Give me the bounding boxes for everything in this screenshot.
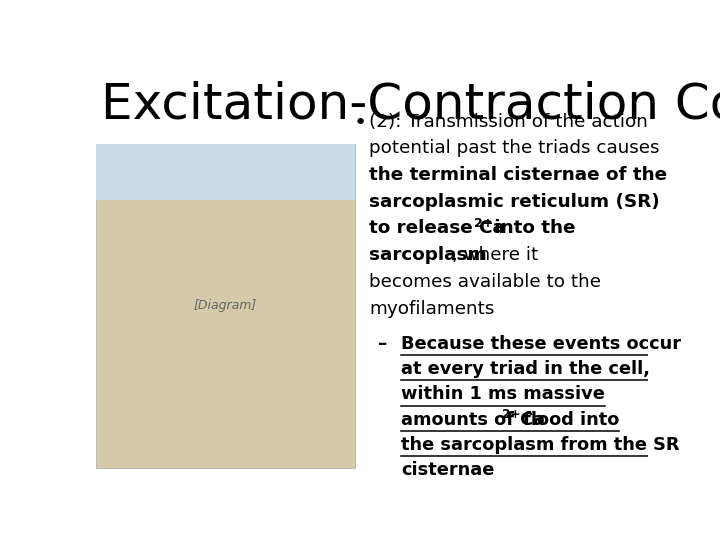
Text: flood into: flood into xyxy=(517,410,619,429)
Text: 2+: 2+ xyxy=(503,408,521,421)
Text: amounts of Ca: amounts of Ca xyxy=(401,410,545,429)
Text: , where it: , where it xyxy=(451,246,538,264)
Text: becomes available to the: becomes available to the xyxy=(369,273,601,291)
FancyBboxPatch shape xyxy=(96,144,355,200)
Text: cisternae: cisternae xyxy=(401,461,494,480)
Text: •: • xyxy=(354,113,366,133)
Text: potential past the triads causes: potential past the triads causes xyxy=(369,139,660,157)
Text: 2+: 2+ xyxy=(474,217,493,230)
Text: –: – xyxy=(379,334,388,353)
Text: into the: into the xyxy=(488,219,576,238)
Text: myofilaments: myofilaments xyxy=(369,300,495,318)
Text: [Diagram]: [Diagram] xyxy=(194,300,257,313)
Text: within 1 ms massive: within 1 ms massive xyxy=(401,385,605,403)
Text: to release Ca: to release Ca xyxy=(369,219,505,238)
Text: Because these events occur: Because these events occur xyxy=(401,334,681,353)
Text: sarcoplasm: sarcoplasm xyxy=(369,246,487,264)
Text: (2): Transmission of the action: (2): Transmission of the action xyxy=(369,113,648,131)
Text: Excitation-Contraction Coupling: Excitation-Contraction Coupling xyxy=(101,82,720,130)
Text: at every triad in the cell,: at every triad in the cell, xyxy=(401,360,649,378)
Text: sarcoplasmic reticulum (SR): sarcoplasmic reticulum (SR) xyxy=(369,193,660,211)
Text: the terminal cisternae of the: the terminal cisternae of the xyxy=(369,166,667,184)
Text: the sarcoplasm from the SR: the sarcoplasm from the SR xyxy=(401,436,679,454)
FancyBboxPatch shape xyxy=(96,144,355,468)
